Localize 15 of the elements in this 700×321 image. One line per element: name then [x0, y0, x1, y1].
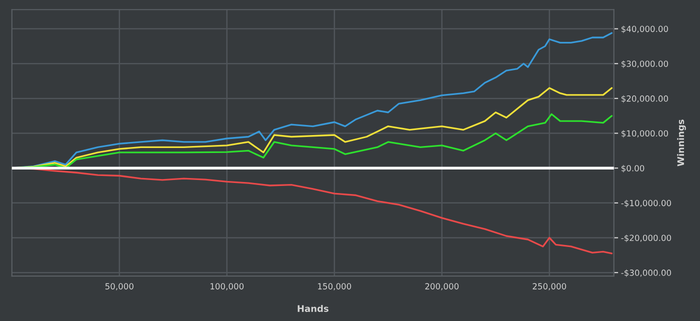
x-tick-label: 100,000 [210, 283, 244, 290]
y-tick-label: $40,000.00 [622, 26, 668, 34]
x-tick-label: 50,000 [105, 283, 134, 290]
y-tick-label: $20,000.00 [622, 95, 668, 103]
x-axis-title: Hands [298, 304, 328, 312]
y-tick-label: $0.00 [622, 164, 644, 172]
y-tick-label: -$10,000.00 [621, 200, 672, 208]
x-tick-label: 250,000 [532, 283, 566, 290]
y-axis-title: Winnings [677, 120, 686, 166]
y-tick-label: -$20,000.00 [621, 234, 672, 242]
y-tick-label: -$30,000.00 [621, 269, 672, 277]
y-tick-label: $30,000.00 [622, 60, 668, 68]
x-tick-label: 200,000 [425, 283, 459, 290]
y-tick-label: $10,000.00 [622, 130, 668, 138]
x-tick-label: 150,000 [318, 283, 352, 290]
